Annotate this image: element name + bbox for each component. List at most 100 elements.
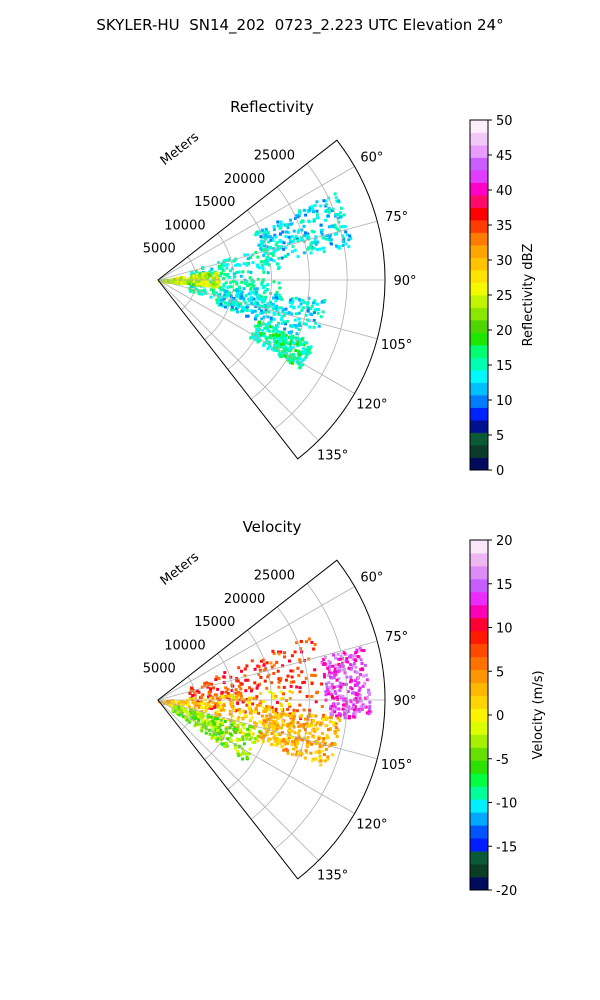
velocity-echo-pixel — [253, 696, 257, 700]
velocity-echo-pixel — [288, 696, 292, 700]
velocity-echo-pixel — [225, 744, 229, 748]
velocity-echo-pixel — [222, 742, 226, 745]
velocity-angle-tick-label: 60° — [360, 571, 383, 586]
reflectivity-echo-pixel — [259, 245, 263, 249]
reflectivity-echo-pixel — [229, 269, 232, 273]
velocity-echo-pixel — [281, 664, 285, 668]
reflectivity-echo-pixel — [239, 274, 243, 278]
velocity-echo-pixel — [177, 708, 181, 712]
velocity-echo-pixel — [320, 744, 324, 748]
velocity-echo-pixel — [236, 728, 240, 732]
reflectivity-echo-pixel — [269, 238, 273, 242]
reflectivity-echo-pixel — [306, 309, 310, 313]
velocity-echo-pixel — [319, 757, 323, 760]
velocity-colorbar-segment — [470, 591, 488, 606]
reflectivity-echo-pixel — [254, 333, 258, 337]
velocity-echo-pixel — [234, 746, 238, 750]
velocity-echo-pixel — [355, 671, 359, 675]
reflectivity-echo-pixel — [252, 284, 256, 288]
velocity-echo-pixel — [322, 657, 326, 661]
reflectivity-echo-pixel — [284, 235, 288, 239]
reflectivity-echo-pixel — [250, 298, 254, 302]
velocity-echo-pixel — [337, 712, 341, 716]
reflectivity-echo-pixel — [279, 355, 283, 358]
velocity-echo-pixel — [259, 675, 263, 679]
reflectivity-colorbar-segment — [470, 445, 488, 458]
reflectivity-echo-pixel — [304, 355, 308, 359]
velocity-echo-pixel — [282, 685, 286, 689]
velocity-echo-pixel — [308, 731, 312, 735]
reflectivity-echo-pixel — [256, 302, 260, 305]
velocity-echo-pixel — [262, 700, 266, 703]
reflectivity-echo-pixel — [247, 297, 251, 301]
velocity-echo-pixel — [219, 705, 223, 709]
reflectivity-echo-pixel — [221, 299, 225, 303]
velocity-echo-pixel — [323, 759, 327, 763]
reflectivity-echo-pixel — [249, 256, 252, 260]
reflectivity-echo-pixel — [317, 324, 321, 328]
velocity-echo-pixel — [262, 735, 266, 739]
velocity-echo-pixel — [358, 693, 362, 697]
velocity-echo-pixel — [286, 724, 290, 728]
reflectivity-echo-pixel — [263, 235, 267, 239]
reflectivity-colorbar-tick-label: 5 — [496, 429, 504, 444]
reflectivity-echo-pixel — [314, 321, 318, 325]
reflectivity-echo-pixel — [287, 311, 291, 315]
reflectivity-echo-pixel — [315, 302, 319, 306]
velocity-echo-pixel — [203, 681, 207, 685]
reflectivity-echo-pixel — [281, 309, 285, 313]
velocity-echo-pixel — [230, 701, 234, 705]
velocity-echo-pixel — [297, 674, 301, 677]
reflectivity-echo-pixel — [223, 295, 227, 299]
reflectivity-echo-pixel — [240, 295, 244, 299]
velocity-echo-pixel — [367, 712, 371, 716]
reflectivity-echo-pixel — [204, 281, 208, 285]
velocity-echo-pixel — [203, 721, 206, 725]
reflectivity-echo-pixel — [215, 298, 219, 302]
reflectivity-echo-pixel — [250, 335, 254, 339]
reflectivity-echo-pixel — [308, 351, 312, 355]
reflectivity-colorbar-tick-label: 15 — [496, 359, 513, 374]
reflectivity-echo-pixel — [264, 258, 268, 262]
velocity-echo-pixel — [352, 663, 355, 667]
velocity-echo-pixel — [248, 707, 252, 711]
velocity-echo-pixel — [297, 725, 301, 728]
velocity-echo-pixel — [207, 721, 211, 725]
reflectivity-echo-pixel — [314, 240, 317, 244]
velocity-echo-pixel — [200, 729, 204, 733]
reflectivity-echo-pixel — [265, 337, 269, 341]
reflectivity-echo-pixel — [289, 356, 293, 360]
velocity-echo-pixel — [283, 742, 287, 746]
reflectivity-echo-pixel — [262, 300, 266, 304]
velocity-echo-pixel — [286, 674, 290, 678]
velocity-echo-pixel — [322, 713, 326, 717]
reflectivity-echo-pixel — [258, 327, 261, 331]
velocity-echo-pixel — [250, 736, 254, 740]
velocity-echo-pixel — [220, 731, 224, 735]
reflectivity-echo-pixel — [229, 285, 233, 289]
velocity-echo-pixel — [329, 707, 333, 711]
velocity-echo-pixel — [281, 723, 285, 727]
reflectivity-echo-pixel — [326, 214, 330, 218]
reflectivity-echo-pixel — [251, 332, 255, 336]
velocity-echo-pixel — [187, 720, 191, 724]
reflectivity-echo-pixel — [164, 280, 168, 283]
velocity-echo-pixel — [190, 686, 193, 690]
reflectivity-echo-pixel — [278, 239, 282, 242]
reflectivity-echo-pixel — [260, 260, 263, 264]
reflectivity-echo-pixel — [298, 212, 301, 215]
velocity-echo-pixel — [293, 731, 297, 735]
velocity-echo-pixel — [211, 719, 215, 723]
reflectivity-echo-pixel — [327, 225, 331, 229]
velocity-echo-pixel — [318, 751, 321, 755]
reflectivity-echo-pixel — [271, 239, 275, 242]
reflectivity-echo-pixel — [310, 304, 314, 308]
velocity-echo-pixel — [216, 729, 220, 732]
velocity-echo-pixel — [323, 675, 326, 679]
reflectivity-colorbar-tick-label: 20 — [496, 324, 513, 339]
velocity-echo-pixel — [290, 675, 294, 679]
velocity-echo-pixel — [314, 750, 318, 754]
velocity-echo-pixel — [251, 732, 255, 736]
reflectivity-echo-pixel — [266, 231, 270, 235]
reflectivity-echo-pixel — [300, 359, 304, 363]
